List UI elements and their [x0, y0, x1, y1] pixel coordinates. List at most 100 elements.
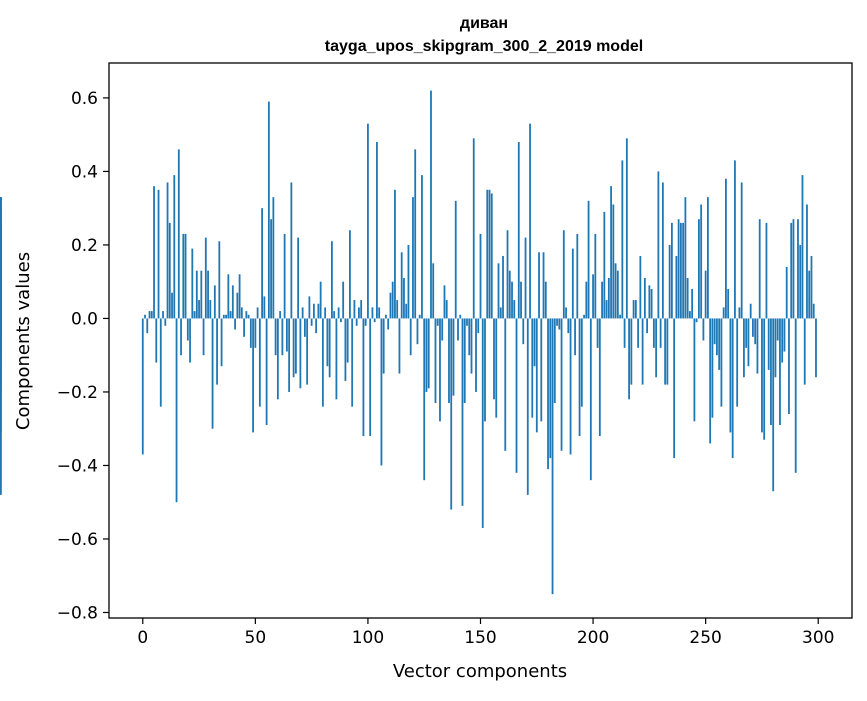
bar [389, 292, 392, 319]
bar [484, 318, 486, 422]
bar [0, 318, 2, 330]
bar [225, 314, 227, 319]
bar [155, 318, 158, 363]
bar [301, 307, 304, 319]
bar [493, 318, 495, 400]
bar [801, 175, 804, 319]
bar [475, 318, 477, 392]
bar [202, 318, 205, 356]
bar [619, 314, 621, 319]
bar [488, 189, 491, 319]
bar [380, 318, 383, 466]
bar [394, 189, 396, 319]
bar [542, 252, 545, 319]
bar [707, 197, 709, 319]
bar [297, 237, 300, 319]
bar [220, 318, 223, 367]
bar [616, 270, 619, 319]
bar [709, 318, 712, 444]
bar [236, 292, 239, 319]
bar [598, 318, 601, 437]
bar [716, 318, 718, 356]
y-axis: −0.8 −0.6 −0.4 −0.2 0.0 0.2 0.4 0.6 [57, 89, 109, 623]
bar [272, 197, 275, 319]
bar [589, 318, 592, 481]
bar [463, 318, 466, 403]
bar [148, 311, 151, 319]
bar [513, 300, 516, 319]
bar [806, 204, 808, 319]
x-tick-label: 300 [802, 628, 834, 648]
bar [175, 318, 178, 503]
bar [461, 318, 464, 506]
bar [630, 318, 633, 385]
bar [247, 314, 250, 319]
bar [274, 318, 277, 356]
bar [360, 300, 363, 319]
bar [373, 318, 376, 323]
bar [180, 318, 182, 356]
bar [378, 307, 381, 319]
bar [243, 318, 245, 337]
bar [159, 318, 162, 407]
bar [569, 318, 572, 455]
bar [466, 318, 468, 326]
bar [281, 318, 284, 356]
bar [610, 186, 612, 319]
bar [252, 318, 254, 433]
bar [177, 149, 180, 319]
bar [797, 219, 799, 319]
bar [263, 296, 266, 319]
bar [173, 175, 176, 319]
bar [540, 318, 543, 422]
bar [511, 281, 513, 319]
bar [648, 285, 651, 319]
bar [729, 318, 732, 433]
bar [531, 318, 534, 418]
bar [0, 197, 2, 319]
bar [308, 296, 311, 319]
bar-series [0, 90, 817, 595]
bar [675, 255, 678, 319]
bar [625, 138, 628, 319]
bar [547, 318, 549, 470]
bar [162, 311, 164, 319]
bar [405, 303, 408, 319]
bar [362, 318, 365, 437]
bar [776, 318, 779, 341]
bar [612, 204, 615, 319]
bar [416, 318, 419, 345]
bar [641, 318, 644, 385]
bar [691, 289, 694, 319]
bar [524, 237, 527, 319]
bar [358, 307, 360, 319]
chart-title: диван [460, 15, 508, 32]
bar [698, 219, 700, 319]
bar [781, 318, 784, 363]
bar [231, 285, 234, 319]
bar [495, 318, 498, 418]
bar [565, 307, 567, 319]
bar [747, 318, 750, 367]
bar [767, 318, 770, 370]
bar [328, 318, 331, 378]
bar [677, 219, 680, 319]
bar [499, 307, 502, 319]
x-axis-label: Vector components [393, 661, 567, 682]
bar [452, 318, 455, 396]
bar [412, 197, 414, 319]
bar [448, 318, 450, 403]
bar [340, 318, 342, 323]
bar [166, 182, 169, 319]
y-axis-label: Components values [13, 252, 34, 430]
bar [551, 318, 554, 595]
bar [364, 318, 367, 326]
bar [517, 142, 520, 319]
bar [713, 318, 716, 345]
bar [425, 318, 428, 392]
bar [736, 318, 739, 407]
bar [427, 318, 430, 389]
bar [682, 222, 685, 319]
bar [333, 311, 336, 319]
bar [659, 318, 662, 348]
